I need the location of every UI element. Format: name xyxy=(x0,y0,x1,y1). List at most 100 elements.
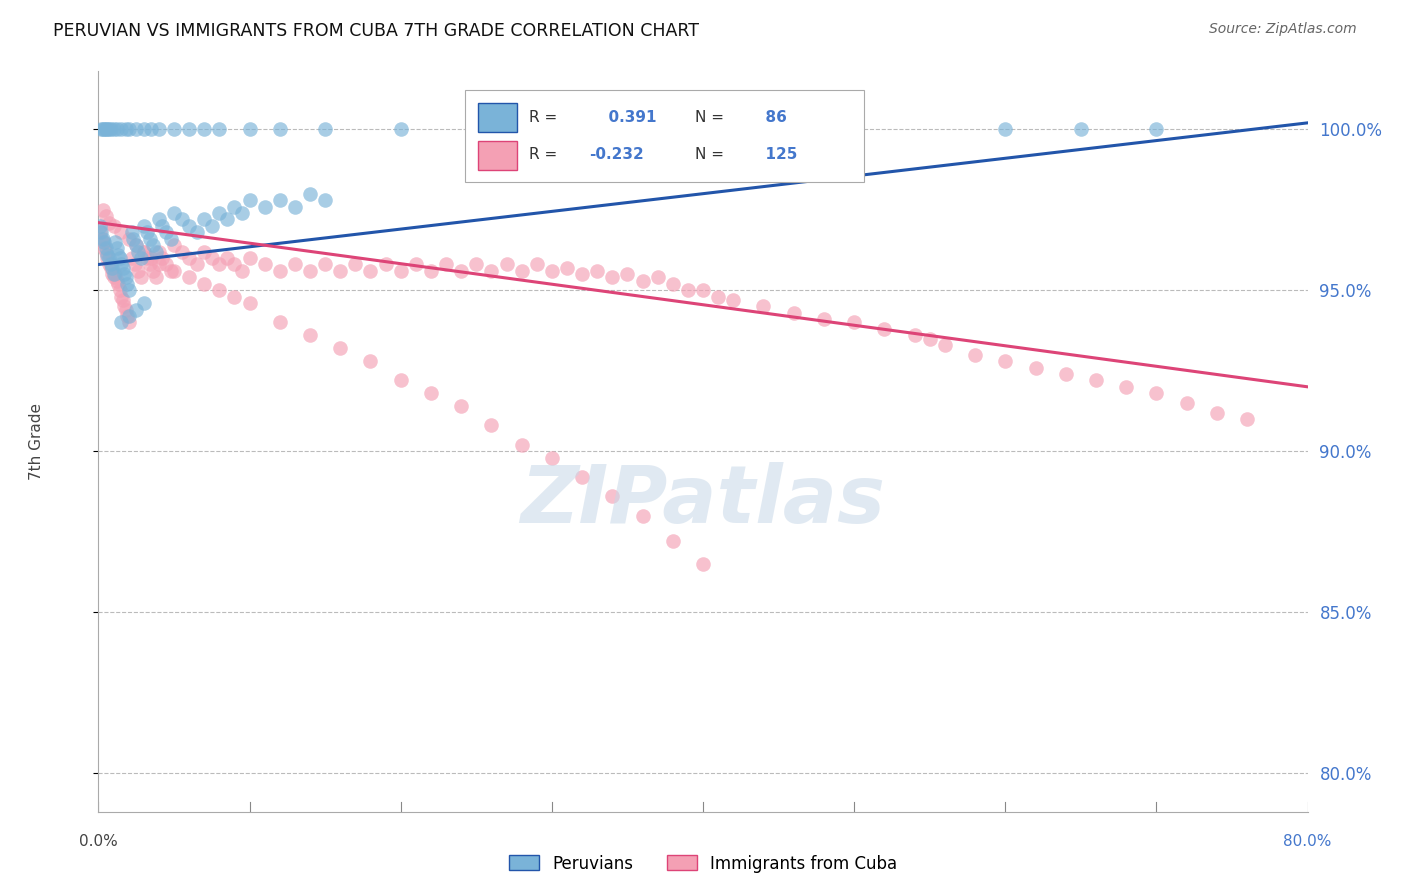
Point xyxy=(1175,396,1198,410)
Point xyxy=(155,225,177,239)
Point xyxy=(193,212,215,227)
Point xyxy=(114,302,136,317)
Text: N =: N = xyxy=(695,110,724,125)
Text: PERUVIAN VS IMMIGRANTS FROM CUBA 7TH GRADE CORRELATION CHART: PERUVIAN VS IMMIGRANTS FROM CUBA 7TH GRA… xyxy=(53,22,699,40)
Point xyxy=(555,260,578,275)
Point xyxy=(160,264,183,278)
Point xyxy=(94,209,117,223)
Point xyxy=(148,258,170,272)
Point xyxy=(495,258,517,272)
Point xyxy=(239,251,262,265)
Point xyxy=(98,251,121,265)
Point xyxy=(118,232,141,246)
Point xyxy=(91,122,114,136)
Point xyxy=(224,200,246,214)
Point xyxy=(208,283,231,297)
Point xyxy=(389,373,412,387)
Point xyxy=(104,235,127,249)
Point xyxy=(1054,367,1077,381)
Point xyxy=(179,270,201,285)
Point xyxy=(105,274,128,288)
Point xyxy=(389,122,412,136)
Point xyxy=(269,193,291,207)
Point xyxy=(105,122,128,136)
Point xyxy=(284,258,307,272)
Point xyxy=(224,290,246,304)
Point xyxy=(420,386,443,401)
Text: R =: R = xyxy=(529,147,557,162)
Point xyxy=(127,264,149,278)
Point xyxy=(239,122,262,136)
Text: Source: ZipAtlas.com: Source: ZipAtlas.com xyxy=(1209,22,1357,37)
Point xyxy=(125,302,148,317)
Point xyxy=(434,258,457,272)
Point xyxy=(186,258,208,272)
Point xyxy=(127,244,149,259)
Point xyxy=(299,264,322,278)
Point xyxy=(602,270,624,285)
Point xyxy=(661,534,683,549)
Point xyxy=(93,122,115,136)
Point xyxy=(602,489,624,503)
Point xyxy=(103,267,125,281)
Point xyxy=(110,258,132,272)
Point xyxy=(103,219,125,233)
Point xyxy=(150,251,173,265)
Point xyxy=(540,450,562,465)
Point xyxy=(526,258,548,272)
Point xyxy=(201,219,224,233)
Point xyxy=(450,264,472,278)
Point xyxy=(148,122,170,136)
Point xyxy=(115,277,138,291)
Point xyxy=(125,122,148,136)
Point xyxy=(329,341,352,355)
Point xyxy=(1115,380,1137,394)
Point xyxy=(918,332,941,346)
Point xyxy=(93,235,115,249)
Point xyxy=(314,193,336,207)
Point xyxy=(114,122,136,136)
Point xyxy=(163,122,186,136)
Point xyxy=(98,122,121,136)
Point xyxy=(129,270,152,285)
Point xyxy=(160,232,183,246)
Point xyxy=(1144,386,1167,401)
Point xyxy=(107,248,129,262)
Point xyxy=(692,557,714,571)
Point xyxy=(465,258,488,272)
Point xyxy=(208,122,231,136)
Point xyxy=(314,258,336,272)
Point xyxy=(111,293,134,307)
Point xyxy=(148,212,170,227)
Point xyxy=(90,122,112,136)
Point xyxy=(239,296,262,310)
Point xyxy=(104,267,127,281)
Point xyxy=(813,312,835,326)
Text: -0.232: -0.232 xyxy=(589,147,644,162)
Point xyxy=(510,438,533,452)
Point xyxy=(132,244,155,259)
Point xyxy=(91,232,114,246)
Point xyxy=(96,248,118,262)
Point xyxy=(132,244,155,259)
Point xyxy=(96,251,118,265)
Point xyxy=(540,122,562,136)
Point xyxy=(142,264,165,278)
Point xyxy=(360,264,382,278)
Point xyxy=(284,200,307,214)
Point xyxy=(103,122,125,136)
FancyBboxPatch shape xyxy=(478,141,517,169)
Point xyxy=(118,283,141,297)
Point xyxy=(91,202,114,217)
Point xyxy=(783,306,806,320)
Point xyxy=(179,219,201,233)
Point xyxy=(141,122,163,136)
Point xyxy=(481,418,503,433)
Point xyxy=(139,258,162,272)
Point xyxy=(405,258,427,272)
Point xyxy=(692,122,714,136)
Point xyxy=(299,186,322,201)
Point xyxy=(253,258,276,272)
Point xyxy=(145,270,167,285)
Point xyxy=(115,309,138,323)
